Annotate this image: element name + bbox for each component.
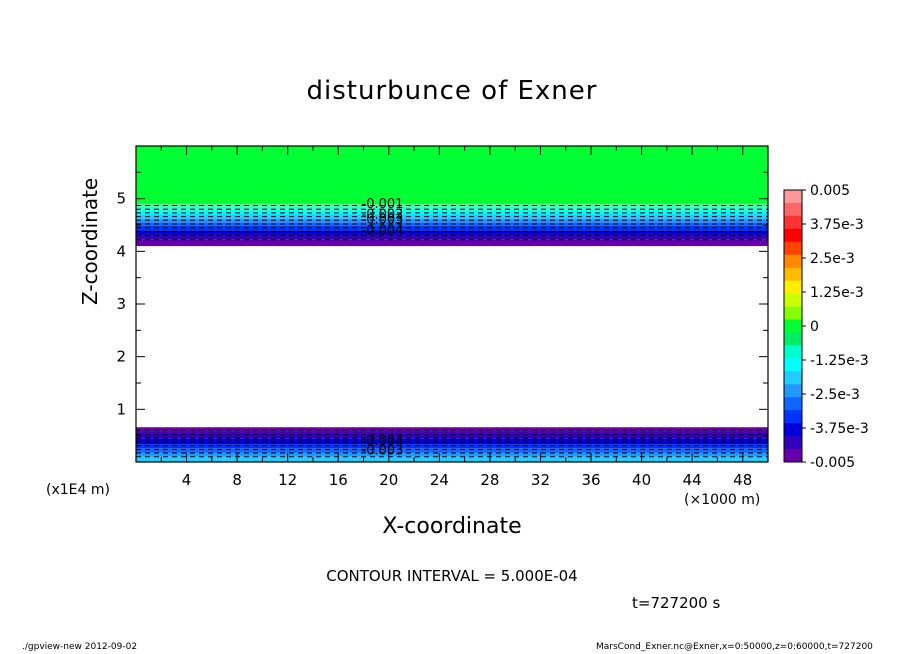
y-tick-label: 5 xyxy=(116,190,126,208)
colorbar-swatch xyxy=(784,319,802,333)
colorbar-swatch xyxy=(784,423,802,437)
band-7 xyxy=(136,226,768,231)
contour-lines xyxy=(136,205,768,458)
y-tick-label: 4 xyxy=(116,242,126,260)
x-tick-label: 12 xyxy=(278,471,297,489)
colorbar-label: -2.5e-3 xyxy=(810,387,860,403)
contour-interval-text: CONTOUR INTERVAL = 5.000E-04 xyxy=(326,567,578,585)
colorbar-swatch xyxy=(784,190,802,204)
band-2 xyxy=(136,206,768,211)
colorbar-swatch xyxy=(784,332,802,346)
band-0 xyxy=(136,146,768,204)
time-label: t=727200 s xyxy=(632,594,721,612)
x-tick-label: 32 xyxy=(531,471,550,489)
colorbar-swatch xyxy=(784,384,802,398)
y-tick-label: 3 xyxy=(116,295,126,313)
band-9 xyxy=(136,234,768,240)
contour-labels: -0.001-0.002-0.003-0.004-0.004-0.003 xyxy=(362,197,404,458)
y-tick-label: 1 xyxy=(116,400,126,418)
footer-right-text: MarsCond_Exner.nc@Exner,x=0:50000,z=0:60… xyxy=(596,642,873,652)
colorbar-swatch xyxy=(784,267,802,282)
colorbar-swatch xyxy=(784,306,802,321)
band-8 xyxy=(136,230,768,235)
x-tick-label: 4 xyxy=(182,471,192,489)
colorbar-label: -1.25e-3 xyxy=(810,353,869,369)
band-3 xyxy=(136,210,768,215)
colorbar-swatch xyxy=(784,254,802,269)
band-13 xyxy=(136,448,768,453)
x-tick-label: 48 xyxy=(733,471,752,489)
band-10 xyxy=(136,239,768,247)
x-axis-unit: (×1000 m) xyxy=(684,492,761,508)
contour-label: -0.004 xyxy=(362,434,404,449)
chart-title: disturbunce of Exner xyxy=(306,76,598,106)
colorbar-swatch xyxy=(784,280,802,295)
footer-left-text: ./gpview-new 2012-09-02 xyxy=(22,642,138,652)
colorbar-label: 1.25e-3 xyxy=(810,285,864,301)
band-17 xyxy=(136,427,768,433)
contour-label: -0.001 xyxy=(362,197,404,212)
colorbar-swatch xyxy=(784,202,802,217)
y-axis-label: Z-coordinate xyxy=(78,177,102,305)
x-tick-label: 36 xyxy=(581,471,600,489)
colorbar-swatch xyxy=(784,358,802,372)
band-14 xyxy=(136,444,768,449)
x-axis-label: X-coordinate xyxy=(382,514,522,539)
contour-label: -0.003 xyxy=(362,443,404,458)
x-tick-label: 28 xyxy=(480,471,499,489)
x-tick-label: 24 xyxy=(430,471,449,489)
colorbar: 0.005 3.75e-3 2.5e-3 1.25e-3 0 -1.25e-3 -2.5e-… xyxy=(783,183,869,471)
colorbar-swatch xyxy=(784,345,802,359)
colorbar-label: -0.005 xyxy=(810,455,855,471)
x-tick-label: 8 xyxy=(232,471,242,489)
contour-label: -0.002 xyxy=(362,207,404,222)
band-11 xyxy=(136,456,768,462)
colorbar-swatch xyxy=(784,215,802,230)
x-tick-label: 44 xyxy=(683,471,702,489)
band-16 xyxy=(136,432,768,439)
color-bands xyxy=(136,146,768,462)
colorbar-swatch xyxy=(784,371,802,385)
colorbar-label: -3.75e-3 xyxy=(810,421,869,437)
colorbar-swatch xyxy=(784,397,802,411)
x-tick-label: 40 xyxy=(632,471,651,489)
colorbar-label: 2.5e-3 xyxy=(810,251,855,267)
y-tick-label: 2 xyxy=(116,348,126,366)
y-axis-unit: (x1E4 m) xyxy=(46,482,110,498)
colorbar-swatch xyxy=(784,241,802,256)
colorbar-swatch xyxy=(784,228,802,243)
colorbar-swatch xyxy=(784,449,802,463)
colorbar-label: 0 xyxy=(810,319,819,335)
contour-label: -0.003 xyxy=(362,213,404,228)
colorbar-swatch xyxy=(784,293,802,308)
band-12 xyxy=(136,452,768,457)
x-tick-label: 16 xyxy=(329,471,348,489)
colorbar-swatch xyxy=(784,436,802,450)
x-tick-label: 20 xyxy=(379,471,398,489)
colorbar-label: 0.005 xyxy=(810,183,850,199)
contour-label: -0.004 xyxy=(362,223,404,238)
colorbar-label: 3.75e-3 xyxy=(810,217,864,233)
colorbar-swatch xyxy=(784,410,802,424)
band-15 xyxy=(136,438,768,445)
